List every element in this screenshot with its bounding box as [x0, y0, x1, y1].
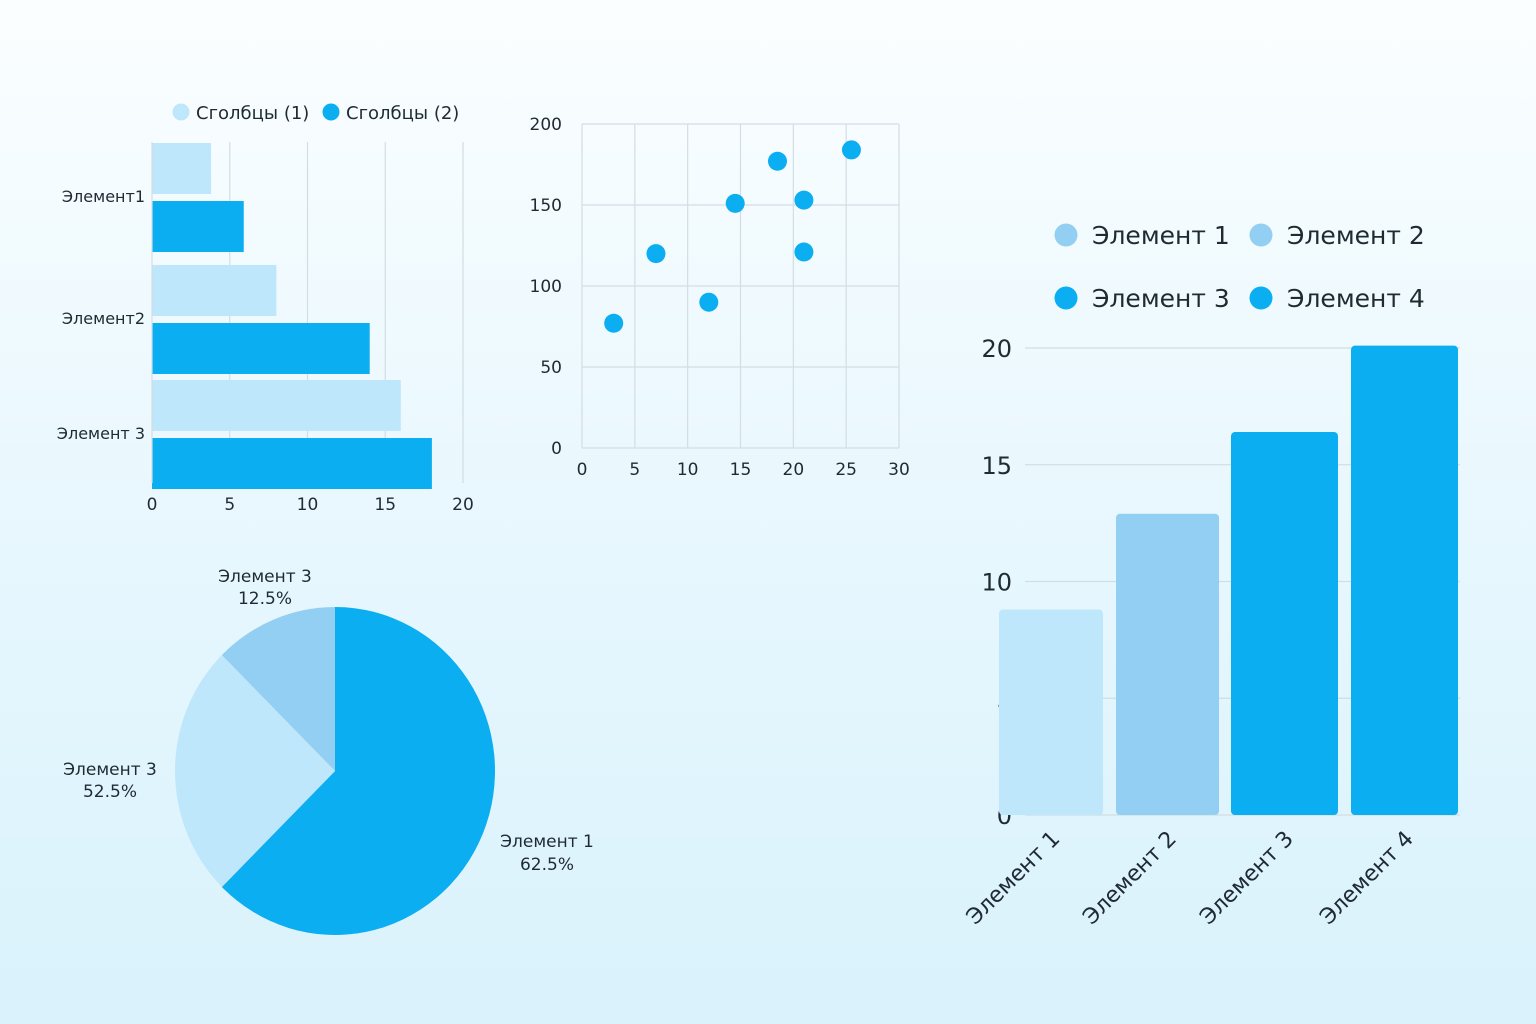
- scatter-x-tick-label: 10: [677, 460, 699, 480]
- scatter-x-tick-label: 20: [783, 460, 805, 480]
- vbar-bar: [1231, 432, 1338, 815]
- pie-chart: Элемент 162.5%Элемент 352.5%Элемент 312.…: [63, 567, 594, 935]
- scatter-point: [794, 190, 814, 210]
- scatter-y-tick-label: 200: [530, 115, 562, 135]
- vbar-x-tick-label: Элемент 3: [1195, 827, 1298, 930]
- hbar-category-label: Элемент2: [62, 309, 145, 328]
- scatter-y-tick-label: 100: [530, 277, 562, 297]
- pie-slice-name: Элемент 1: [500, 832, 594, 852]
- hbar-category-label: Элемент 3: [57, 424, 145, 443]
- hbar-x-tick-label: 20: [452, 495, 474, 515]
- vbar-legend-label: Элемент 1: [1092, 221, 1230, 250]
- vbar-legend-swatch: [1249, 286, 1273, 310]
- scatter-y-tick-label: 150: [530, 196, 562, 216]
- scatter-point: [646, 244, 666, 264]
- vbar-legend-label: Элемент 2: [1287, 221, 1425, 250]
- scatter-point: [841, 140, 861, 160]
- hbar-legend-swatch: [322, 103, 340, 121]
- hbar-legend-swatch: [172, 103, 190, 121]
- hbar-bar: [152, 438, 432, 489]
- vbar-legend-label: Элемент 4: [1287, 284, 1425, 313]
- vbar-y-tick-label: 20: [981, 335, 1012, 363]
- vbar-legend-swatch: [1054, 223, 1078, 247]
- scatter-point: [699, 292, 719, 312]
- vbar-x-tick-label: Элемент 1: [962, 827, 1065, 930]
- scatter-point: [604, 313, 624, 333]
- pie-slice: [175, 655, 335, 887]
- scatter-point: [725, 193, 745, 213]
- hbar-bar: [152, 380, 401, 431]
- pie-slice: [221, 607, 335, 771]
- vbar-bar: [999, 609, 1103, 815]
- hbar-bar: [152, 143, 212, 194]
- vbar-legend-swatch: [1249, 223, 1273, 247]
- vbar-y-tick-label: 15: [981, 452, 1012, 480]
- vbar-x-tick-label: Элемент 4: [1315, 827, 1418, 930]
- vbar-legend-label: Элемент 3: [1092, 284, 1230, 313]
- hbar-x-tick-label: 15: [374, 495, 396, 515]
- vbar-y-tick-label: 10: [981, 569, 1012, 597]
- scatter-x-tick-label: 5: [629, 460, 640, 480]
- pie-slice: [221, 607, 495, 935]
- scatter-x-tick-label: 30: [888, 460, 910, 480]
- hbar-x-tick-label: 10: [297, 495, 319, 515]
- hbar-bar: [152, 323, 370, 374]
- scatter-y-tick-label: 0: [551, 439, 562, 459]
- pie-slice-name: Элемент 3: [218, 567, 312, 587]
- scatter-y-tick-label: 50: [540, 358, 562, 378]
- scatter-point: [767, 151, 787, 171]
- scatter-point: [794, 242, 814, 262]
- vbar-bar: [1351, 345, 1458, 815]
- hbar-category-label: Элемент1: [62, 187, 145, 206]
- hbar-legend-label: Сголбцы (1): [196, 103, 309, 124]
- pie-slice-name: Элемент 3: [63, 760, 157, 780]
- scatter-x-tick-label: 0: [577, 460, 588, 480]
- scatter-x-tick-label: 15: [730, 460, 752, 480]
- hbar-bar: [152, 265, 277, 316]
- hbar-x-tick-label: 0: [147, 495, 158, 515]
- hbar-legend-label: Сголбцы (2): [346, 103, 459, 124]
- hbar-x-tick-label: 5: [224, 495, 235, 515]
- vbar-x-tick-label: Элемент 2: [1078, 827, 1181, 930]
- horizontal-bar-chart: 0 5 10 15 20 Сголбцы (1) Сголбцы (2) Элемент1 Эл…: [57, 103, 474, 515]
- scatter-chart: 0 5 10 15 20 25 30 0 50 100 150 200: [530, 115, 910, 480]
- pie-slice-percent: 62.5%: [520, 855, 574, 875]
- pie-slice-percent: 12.5%: [238, 589, 292, 609]
- vbar-bar: [1116, 513, 1219, 815]
- hbar-bar: [152, 201, 244, 252]
- vbar-legend-swatch: [1054, 286, 1078, 310]
- scatter-x-tick-label: 25: [835, 460, 857, 480]
- pie-slice-percent: 52.5%: [83, 782, 137, 802]
